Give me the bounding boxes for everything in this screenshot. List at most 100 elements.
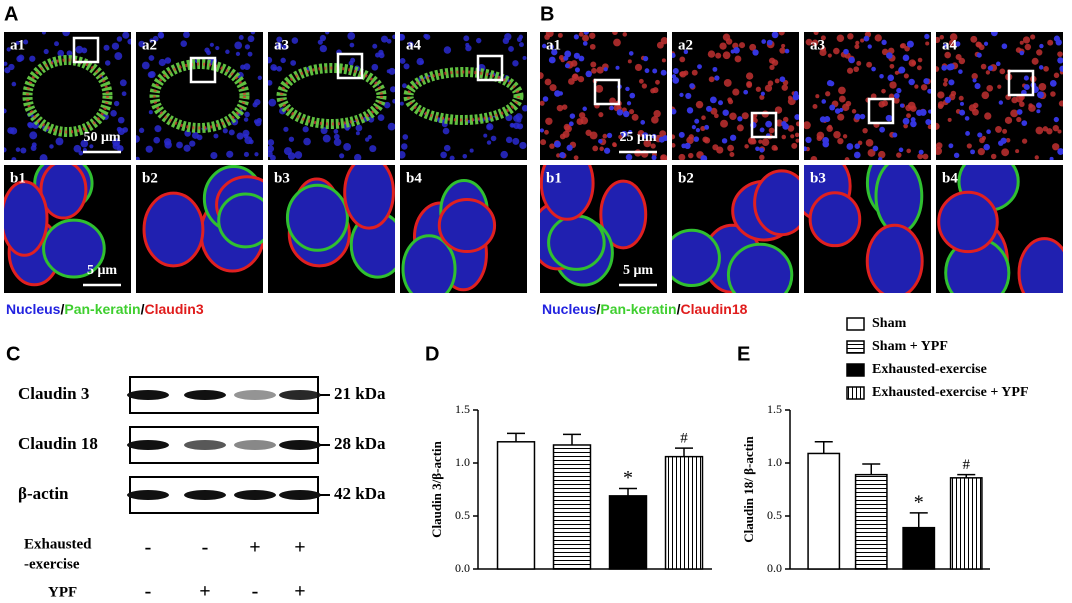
nucleus xyxy=(256,117,262,124)
nucleus xyxy=(282,44,289,50)
nucleus xyxy=(846,67,854,74)
condition-name: Exhausted xyxy=(24,536,92,552)
nucleus xyxy=(908,59,917,67)
image-content xyxy=(804,32,931,160)
nucleus xyxy=(908,78,915,86)
nucleus xyxy=(136,156,140,160)
nucleus xyxy=(183,32,190,39)
bar xyxy=(608,495,648,570)
image-label: b3 xyxy=(810,170,826,186)
nucleus xyxy=(49,144,54,149)
nucleus xyxy=(235,51,241,57)
nucleus xyxy=(977,148,985,156)
nucleus xyxy=(548,56,556,64)
image-content xyxy=(804,165,924,293)
inset-box xyxy=(189,56,217,84)
micrograph: a1 50 μm xyxy=(4,32,131,160)
nucleus xyxy=(710,107,718,115)
nucleus xyxy=(1047,39,1054,46)
nucleus xyxy=(612,143,617,148)
nucleus xyxy=(734,55,742,63)
nucleus xyxy=(833,47,840,55)
nucleus xyxy=(103,44,110,51)
nucleus xyxy=(389,86,395,93)
bar xyxy=(902,526,936,570)
cell xyxy=(343,165,395,230)
nucleus xyxy=(622,110,630,118)
nucleus xyxy=(844,157,850,160)
nucleus xyxy=(89,144,94,149)
nucleus xyxy=(693,136,700,142)
nucleus xyxy=(317,39,323,45)
nucleus xyxy=(463,35,470,42)
nucleus xyxy=(697,64,702,70)
nucleus xyxy=(898,66,906,74)
nucleus xyxy=(641,83,648,89)
nucleus xyxy=(812,103,818,109)
nucleus xyxy=(515,113,523,121)
nucleus xyxy=(378,52,385,59)
nucleus xyxy=(781,121,787,127)
micrograph: a4 xyxy=(400,32,527,160)
nucleus xyxy=(568,121,574,127)
nucleus xyxy=(416,57,424,66)
nucleus xyxy=(303,137,311,146)
nucleus xyxy=(254,152,259,157)
nucleus xyxy=(794,132,799,138)
nucleus xyxy=(4,61,8,66)
nucleus xyxy=(854,113,861,120)
nucleus xyxy=(877,150,886,159)
nucleus xyxy=(392,34,395,39)
nucleus xyxy=(400,57,406,64)
nucleus xyxy=(6,47,11,52)
nucleus xyxy=(972,78,977,83)
nucleus xyxy=(73,144,82,153)
nucleus xyxy=(937,91,945,99)
nucleus xyxy=(490,135,497,142)
nucleus xyxy=(234,41,243,50)
nucleus xyxy=(771,144,778,151)
nucleus xyxy=(755,86,761,92)
micrograph: b1 5 μm xyxy=(540,165,667,293)
legend-label: Sham + YPF xyxy=(872,339,948,354)
nucleus xyxy=(554,140,561,148)
nucleus xyxy=(247,51,253,57)
nucleus xyxy=(401,143,408,150)
nucleus xyxy=(702,136,709,143)
nucleus xyxy=(117,116,125,124)
nucleus xyxy=(319,34,327,42)
nucleus xyxy=(582,41,588,46)
nucleus xyxy=(1002,128,1008,134)
nucleus xyxy=(322,134,331,143)
nucleus xyxy=(759,94,765,100)
scale-label: 25 μm xyxy=(619,130,656,145)
nucleus xyxy=(291,37,299,44)
nucleus xyxy=(827,124,832,129)
nucleus xyxy=(862,127,868,134)
blot-size: 28 kDa xyxy=(334,434,386,453)
nucleus xyxy=(615,65,620,70)
nucleus xyxy=(1058,100,1063,107)
nucleus xyxy=(925,41,930,46)
nucleus xyxy=(958,69,963,74)
nucleus xyxy=(825,91,831,97)
band xyxy=(127,490,169,500)
y-tick-label: 1.0 xyxy=(767,455,782,469)
nucleus xyxy=(920,84,928,91)
nucleus xyxy=(906,113,911,119)
nucleus xyxy=(708,76,715,83)
nucleus xyxy=(995,125,1002,133)
nucleus xyxy=(540,128,545,133)
nucleus xyxy=(975,41,982,48)
nucleus xyxy=(347,32,356,40)
nucleus xyxy=(566,144,573,151)
micrograph: a1 25 μm xyxy=(540,32,667,160)
nucleus xyxy=(984,112,992,120)
nucleus xyxy=(827,53,832,58)
nucleus xyxy=(380,35,389,43)
nucleus xyxy=(333,138,342,146)
nucleus xyxy=(1001,43,1008,50)
nucleus xyxy=(771,32,779,39)
nucleus xyxy=(349,42,355,48)
nucleus xyxy=(268,56,273,64)
